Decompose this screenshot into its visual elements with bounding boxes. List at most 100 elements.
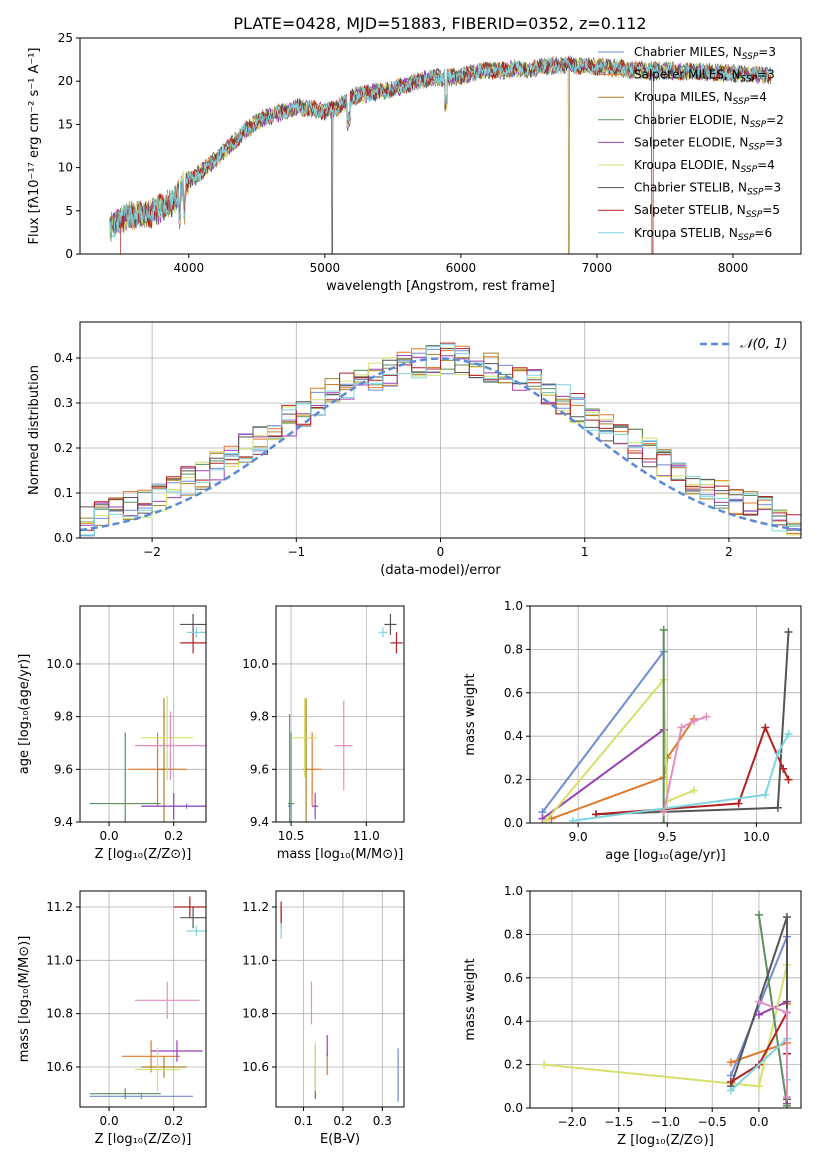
panel-age-vs-z: 0.0 0.2 9.4 9.6 9.8 10.0 Z [log₁₀(Z/Z⊙)] age [l… (17, 605, 207, 862)
x-axis-label: Z [log₁₀(Z/Z⊙)] (95, 847, 192, 862)
axes-frame (529, 890, 802, 1109)
plot-area-spectrum (109, 55, 772, 254)
plot-area-histogram (80, 342, 801, 537)
weight-marker (726, 1058, 735, 1067)
y-axis-label: mass [log₁₀(M/M⊙)] (17, 936, 32, 1063)
plot-layer: 4000 5000 6000 7000 80000510152025wavelength… (17, 31, 802, 1148)
weight-marker (773, 749, 782, 758)
histogram-series-8 (80, 342, 801, 531)
y-tick-label: 11.2 (242, 900, 269, 914)
x-tick-label: 5000 (310, 261, 341, 275)
weight-series-6 (595, 631, 790, 816)
plot-area-weight-vs-z (540, 910, 791, 1108)
axes-frame (79, 321, 802, 539)
weight-marker (540, 1060, 549, 1069)
y-axis-label: mass weight (463, 673, 478, 755)
x-tick-label: 1 (581, 545, 589, 559)
weight-marker (677, 723, 686, 732)
legend-entry: Kroupa ELODIE, NSSP=4 (634, 158, 775, 175)
weight-series-5 (757, 914, 788, 1106)
x-tick-label: 7000 (582, 261, 613, 275)
x-axis-label: age [log₁₀(age/yr)] (605, 848, 726, 863)
y-tick-label: 0.1 (54, 486, 73, 500)
spectrum-series-8 (109, 56, 772, 254)
y-tick-label: 11.0 (46, 953, 73, 967)
panel-age-vs-mass: 10.5 11.0 9.4 9.6 9.8 10.0 mass [log₁₀(M/M⊙)] (242, 605, 405, 862)
weight-marker (761, 723, 770, 732)
y-tick-label: 0.2 (504, 1058, 523, 1072)
y-axis-label: Normed distribution (27, 365, 42, 495)
legend-entry: Salpeter MILES, NSSP=3 (634, 68, 775, 85)
axes-frame (79, 37, 802, 255)
y-tick-label: 10.0 (46, 657, 73, 671)
x-tick-label: 0.2 (333, 1114, 352, 1128)
y-tick-label: 0 (65, 247, 73, 261)
weight-series-3 (541, 728, 665, 820)
x-axis-label: mass [log₁₀(M/M⊙)] (277, 847, 404, 862)
axes-frame (79, 890, 207, 1108)
x-axis-label: wavelength [Angstrom, rest frame] (326, 279, 555, 294)
y-tick-label: 1.0 (504, 884, 523, 898)
weight-marker (659, 819, 668, 823)
weight-series-4 (545, 677, 695, 822)
weight-marker (784, 775, 793, 784)
histogram-series-9 (80, 343, 801, 536)
x-tick-label: 8000 (718, 261, 749, 275)
y-axis-label: Flux [fλ10⁻¹⁷ erg cm⁻² s⁻¹ A⁻¹] (27, 48, 42, 245)
panel-histogram: −2 −1 0 1 2 0.0 0.1 0.2 0.3 0.4 (data-model)/error… (27, 321, 802, 578)
y-tick-label: 0.6 (504, 686, 523, 700)
x-tick-label: 0.2 (164, 1114, 183, 1128)
y-tick-label: 0.0 (504, 1101, 523, 1115)
y-tick-label: 9.8 (250, 710, 269, 724)
x-tick-label: 6000 (446, 261, 477, 275)
weight-marker (782, 913, 791, 922)
y-axis-label: age [log₁₀(age/yr)] (17, 654, 32, 775)
y-tick-label: 0.6 (504, 971, 523, 985)
x-axis-label: (data-model)/error (380, 563, 501, 578)
weight-marker (659, 625, 668, 634)
y-tick-label: 10.8 (46, 1007, 73, 1021)
y-tick-label: 25 (58, 31, 73, 45)
legend-entry: Chabrier MILES, NSSP=3 (634, 45, 776, 62)
normal-curve (80, 357, 801, 532)
y-tick-label: 0.8 (504, 927, 523, 941)
x-tick-label: 4000 (174, 261, 205, 275)
y-tick-label: 10.6 (46, 1060, 73, 1074)
weight-marker (761, 790, 770, 799)
y-tick-label: 0.4 (504, 729, 523, 743)
weight-series-1 (541, 650, 665, 813)
legend: Chabrier MILES, NSSP=3 Salpeter MILES, NS… (598, 45, 784, 243)
y-tick-label: 0.0 (54, 531, 73, 545)
x-tick-label: 0.0 (100, 1114, 119, 1128)
spectrum-series-9 (109, 56, 772, 239)
legend-entry: 𝒩(0, 1) (740, 337, 787, 352)
y-tick-label: 0.2 (54, 441, 73, 455)
y-tick-label: 5 (65, 204, 73, 218)
x-tick-label: 0.2 (164, 829, 183, 843)
x-tick-label: −1 (287, 545, 305, 559)
x-tick-label: 10.0 (743, 830, 770, 844)
plot-area-age-vs-mass (288, 613, 403, 822)
y-tick-label: 10.0 (242, 657, 269, 671)
weight-marker (754, 1010, 763, 1019)
y-tick-label: 11.2 (46, 900, 73, 914)
spectrum-series-3 (109, 56, 772, 254)
y-tick-label: 0.3 (54, 396, 73, 410)
x-axis-label: E(B-V) (320, 1132, 360, 1147)
weight-marker (784, 628, 793, 637)
y-tick-label: 0.8 (504, 642, 523, 656)
y-tick-label: 1.0 (504, 599, 523, 613)
legend-entry: Salpeter STELIB, NSSP=5 (634, 203, 780, 220)
panel-mass-vs-ebv: 0.1 0.2 0.3 10.6 10.8 11.0 11.2 E(B-V) (242, 890, 405, 1147)
x-tick-label: 0.1 (294, 1114, 313, 1128)
y-tick-label: 10.6 (242, 1060, 269, 1074)
y-tick-label: 11.0 (242, 953, 269, 967)
x-tick-label: −1.0 (651, 1115, 680, 1129)
weight-marker (726, 1077, 735, 1086)
weight-marker (754, 910, 763, 919)
x-tick-label: 0 (437, 545, 445, 559)
x-tick-label: −1.5 (604, 1115, 633, 1129)
y-tick-label: 9.6 (54, 762, 73, 776)
y-tick-label: 9.8 (54, 710, 73, 724)
